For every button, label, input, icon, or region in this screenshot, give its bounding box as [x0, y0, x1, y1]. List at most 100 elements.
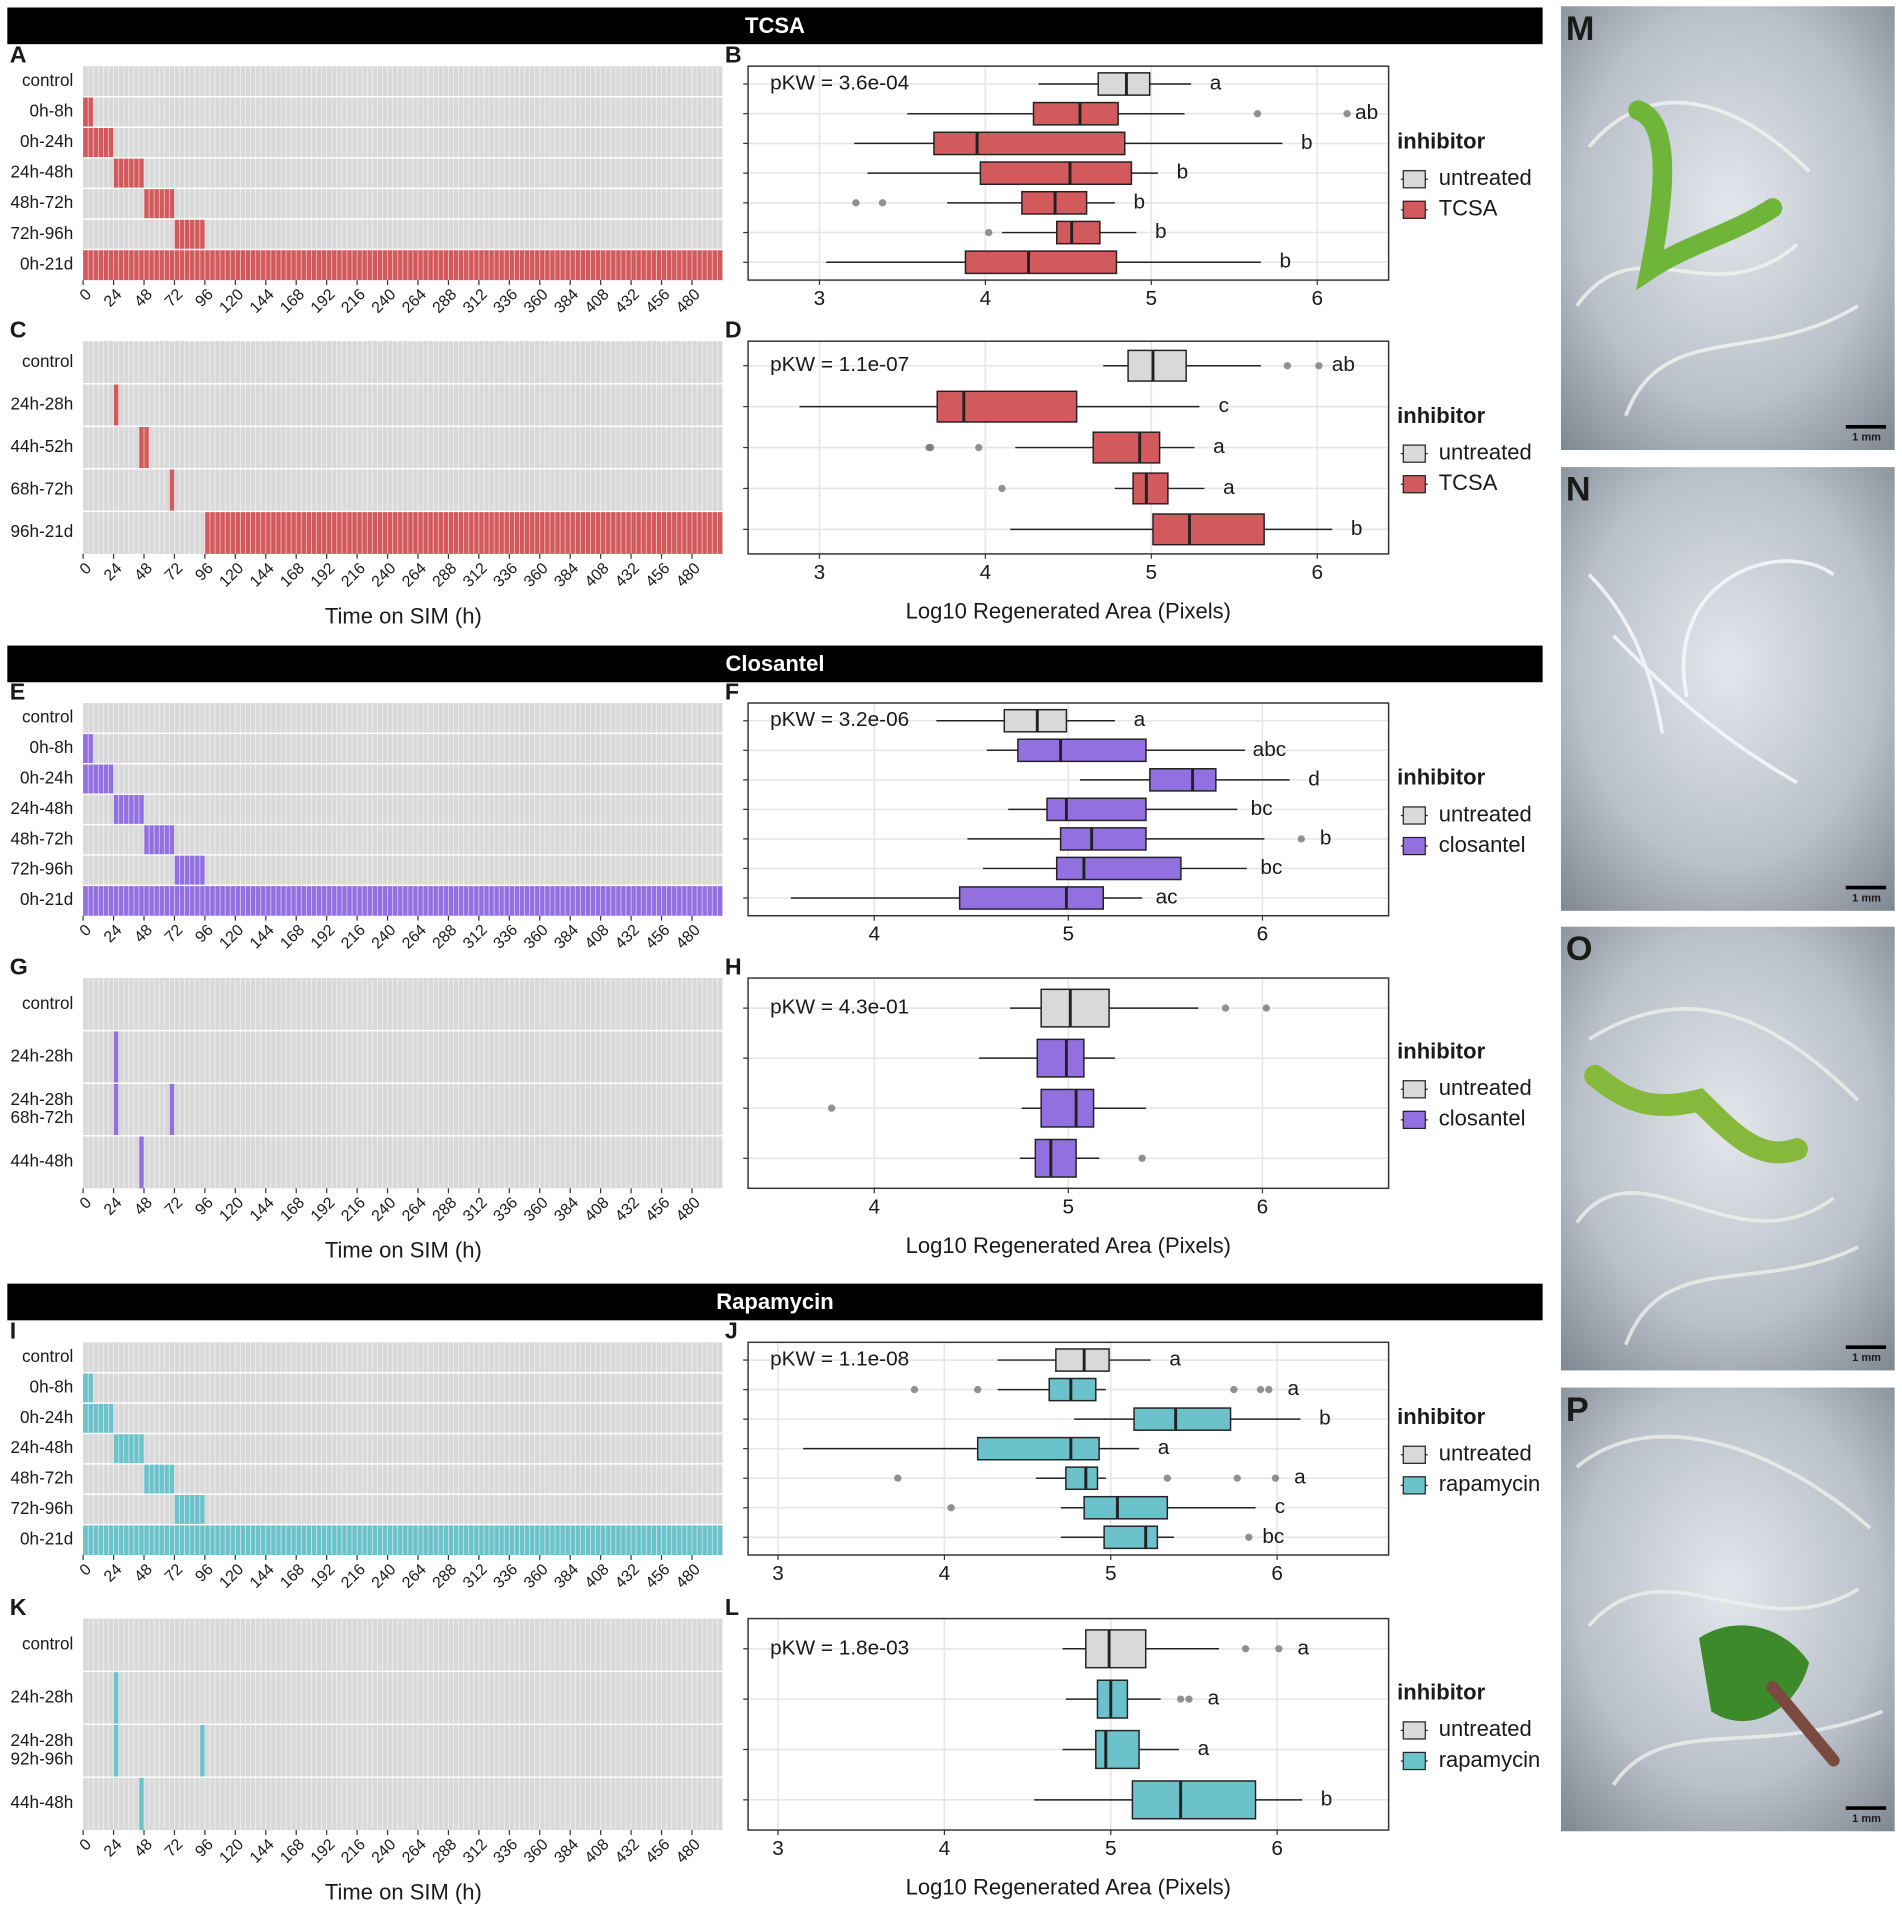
outlier [998, 484, 1006, 493]
significance-letter: b [1321, 1787, 1333, 1810]
x-tick-label: 264 [399, 1194, 430, 1225]
x-tick-label: 144 [247, 286, 278, 317]
significance-letter: bc [1251, 797, 1273, 820]
row-label: 24h-28h [11, 1090, 74, 1109]
row-label: 0h-24h [20, 769, 73, 788]
panel-label: G [10, 953, 28, 979]
section-title: Closantel [725, 651, 824, 676]
outlier [1265, 1385, 1273, 1394]
x-tick-label: 288 [430, 560, 461, 591]
x-tick-label: 456 [643, 560, 674, 591]
significance-letter: ab [1355, 101, 1378, 124]
x-tick-label: 192 [308, 922, 339, 953]
x-tick-label: 264 [399, 1561, 430, 1592]
panel-label: N [1566, 471, 1591, 509]
treatment-interval [138, 1777, 145, 1831]
box [1046, 797, 1147, 822]
outlier [1176, 1695, 1185, 1703]
x-tick-label: 3 [772, 1837, 784, 1860]
section-title: TCSA [745, 13, 805, 38]
panel-label: A [10, 42, 27, 68]
x-tick-label: 72 [162, 1561, 187, 1586]
plot-border [747, 1617, 1390, 1831]
x-tick-label: 288 [430, 1194, 461, 1225]
legend-key [1402, 1751, 1426, 1771]
box [933, 131, 1126, 156]
outlier [1138, 1154, 1146, 1162]
x-tick-label: 408 [582, 560, 613, 591]
row-label: 72h-96h [11, 1499, 74, 1518]
x-tick-label: 312 [460, 1836, 491, 1867]
row-label: 24h-48h [11, 1438, 74, 1457]
x-tick-label: 216 [338, 286, 369, 317]
x-tick-label: 336 [490, 1194, 521, 1225]
x-tick-label: 384 [551, 560, 582, 591]
significance-letter: a [1134, 708, 1146, 731]
panel-label: L [725, 1594, 739, 1620]
significance-letter: b [1320, 826, 1332, 849]
row-label: 0h-8h [30, 738, 74, 757]
box [976, 1436, 1100, 1461]
x-tick-label: 216 [338, 1836, 369, 1867]
significance-letter: a [1208, 1687, 1220, 1710]
row-label: 92h-96h [11, 1749, 74, 1768]
x-tick-label: 48 [131, 1836, 156, 1861]
box [1065, 1466, 1099, 1491]
legend-label: untreated [1439, 1075, 1532, 1100]
x-tick-label: 432 [612, 286, 643, 317]
panel-label: B [725, 42, 742, 68]
treatment-interval [169, 1083, 175, 1136]
x-tick-label: 288 [430, 922, 461, 953]
legend-key [1402, 200, 1426, 219]
row-label: control [22, 708, 73, 727]
section-bar [7, 7, 1543, 45]
significance-letter: b [1133, 190, 1145, 213]
x-tick-label: 6 [1257, 1195, 1269, 1218]
x-tick-label: 480 [673, 286, 704, 317]
treatment-interval [138, 1135, 145, 1189]
scale-bar-label: 1 mm [1852, 893, 1881, 905]
significance-letter: a [1210, 71, 1222, 94]
stem [1766, 1680, 1840, 1767]
box [1040, 1088, 1095, 1128]
x-tick-label: 408 [582, 1561, 613, 1592]
root [1575, 1007, 1860, 1346]
panel-label: M [1566, 10, 1595, 48]
x-tick-label: 216 [338, 560, 369, 591]
significance-letter: bc [1262, 1525, 1284, 1548]
x-tick-label: 288 [430, 286, 461, 317]
x-tick-label: 0 [77, 922, 95, 940]
x-tick-label: 312 [460, 1561, 491, 1592]
x-tick-label: 216 [338, 922, 369, 953]
outlier [1315, 362, 1323, 370]
box [1085, 1629, 1147, 1669]
x-tick-label: 432 [612, 560, 643, 591]
x-axis-title: Log10 Regenerated Area (Pixels) [906, 598, 1231, 623]
x-tick-label: 192 [308, 1194, 339, 1225]
x-tick-label: 456 [643, 1194, 674, 1225]
outlier [985, 228, 993, 237]
x-tick-label: 312 [460, 922, 491, 953]
panel-label: O [1566, 930, 1593, 968]
x-tick-label: 24 [101, 1836, 126, 1861]
outlier [894, 1474, 902, 1482]
legend-title: inhibitor [1397, 765, 1485, 790]
x-tick-label: 240 [369, 1836, 400, 1867]
significance-letter: b [1351, 517, 1363, 540]
plot-border [747, 65, 1390, 281]
x-tick-label: 144 [247, 560, 278, 591]
outlier [1230, 1385, 1238, 1394]
box [1055, 856, 1182, 881]
plot-background [748, 1618, 1389, 1831]
annotation: pKW = 1.1e-07 [770, 353, 909, 376]
box [1040, 988, 1110, 1028]
treatment-interval [113, 383, 119, 427]
x-tick-label: 4 [939, 1562, 951, 1585]
x-tick-label: 24 [101, 1194, 126, 1219]
annotation: pKW = 1.1e-08 [770, 1348, 909, 1371]
row-label: 48h-72h [11, 193, 74, 212]
x-tick-label: 48 [131, 1194, 156, 1219]
annotation: pKW = 3.6e-04 [770, 71, 909, 94]
legend-label: untreated [1439, 439, 1532, 464]
legend-label: TCSA [1439, 196, 1498, 221]
